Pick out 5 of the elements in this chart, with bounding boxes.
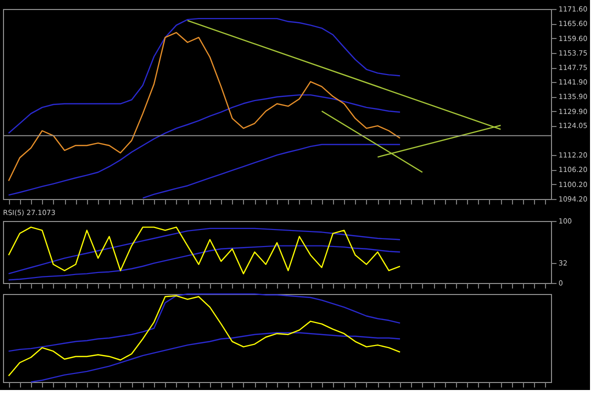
- line-series: [142, 144, 401, 199]
- line-series: [8, 245, 401, 280]
- line-series: [8, 32, 401, 182]
- line-series: [8, 18, 401, 134]
- line-series: [8, 94, 401, 196]
